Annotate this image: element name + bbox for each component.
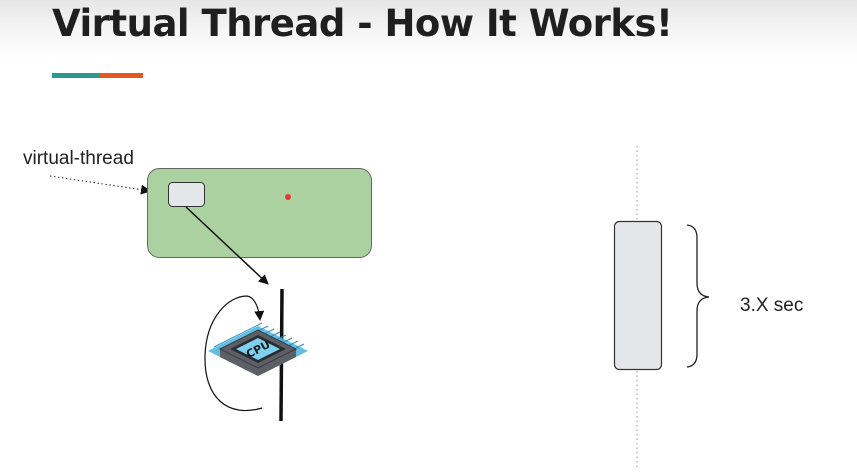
loop-arrow [204, 295, 265, 412]
virtual-thread-label: virtual-thread [23, 148, 134, 169]
virtual-thread-box [168, 182, 205, 207]
accent-bar-orange [99, 73, 143, 78]
duration-brace [686, 224, 710, 368]
header-shade [0, 0, 857, 60]
accent-bar-teal [52, 73, 99, 78]
label-pointer-line [49, 175, 151, 195]
duration-label: 3.X sec [740, 295, 804, 316]
slide-title: Virtual Thread - How It Works! [52, 2, 673, 45]
cpu-chip-icon: CPU [208, 322, 308, 376]
thread-to-carrier-arrow [185, 206, 269, 285]
execution-bar [613, 220, 663, 371]
thread-pool-box [147, 168, 372, 258]
red-dot-marker [285, 194, 291, 200]
